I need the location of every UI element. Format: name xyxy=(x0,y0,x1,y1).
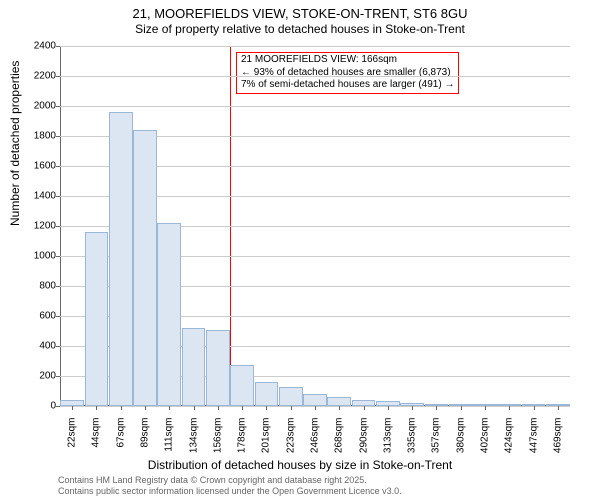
x-tick-mark xyxy=(169,406,170,410)
chart-subtitle: Size of property relative to detached ho… xyxy=(0,22,600,40)
gridline xyxy=(60,46,570,47)
y-tick-mark xyxy=(56,226,60,227)
y-tick-mark xyxy=(56,136,60,137)
x-tick-mark xyxy=(509,406,510,410)
y-tick-label: 2400 xyxy=(22,41,56,52)
x-tick-mark xyxy=(145,406,146,410)
x-tick-mark xyxy=(339,406,340,410)
y-tick-label: 1600 xyxy=(22,161,56,172)
y-tick-mark xyxy=(56,256,60,257)
x-tick-mark xyxy=(72,406,73,410)
y-tick-mark xyxy=(56,106,60,107)
y-tick-mark xyxy=(56,76,60,77)
x-tick-mark xyxy=(242,406,243,410)
x-tick-mark xyxy=(291,406,292,410)
x-tick-mark xyxy=(436,406,437,410)
y-tick-mark xyxy=(56,286,60,287)
y-tick-label: 2000 xyxy=(22,101,56,112)
y-tick-mark xyxy=(56,196,60,197)
histogram-bar xyxy=(206,330,230,407)
footer-line1: Contains HM Land Registry data © Crown c… xyxy=(58,475,402,486)
histogram-bar xyxy=(182,328,206,406)
annotation-callout: 21 MOOREFIELDS VIEW: 166sqm ← 93% of det… xyxy=(236,52,459,94)
chart-plot-area: 21 MOOREFIELDS VIEW: 166sqm ← 93% of det… xyxy=(60,46,570,406)
x-tick-mark xyxy=(218,406,219,410)
histogram-bar xyxy=(279,387,303,407)
y-tick-label: 1800 xyxy=(22,131,56,142)
histogram-bar xyxy=(109,112,133,406)
y-tick-mark xyxy=(56,376,60,377)
x-tick-mark xyxy=(461,406,462,410)
annotation-line2: ← 93% of detached houses are smaller (6,… xyxy=(241,67,454,80)
y-tick-mark xyxy=(56,346,60,347)
y-tick-label: 2200 xyxy=(22,71,56,82)
histogram-bar xyxy=(85,232,109,406)
x-tick-mark xyxy=(315,406,316,410)
annotation-line1: 21 MOOREFIELDS VIEW: 166sqm xyxy=(241,54,454,67)
y-tick-label: 0 xyxy=(22,401,56,412)
y-tick-label: 400 xyxy=(22,341,56,352)
annotation-line3: 7% of semi-detached houses are larger (4… xyxy=(241,79,454,92)
x-tick-mark xyxy=(266,406,267,410)
x-tick-mark xyxy=(121,406,122,410)
y-tick-label: 600 xyxy=(22,311,56,322)
y-tick-label: 1000 xyxy=(22,251,56,262)
y-tick-label: 1400 xyxy=(22,191,56,202)
histogram-bar xyxy=(327,397,351,406)
y-tick-label: 800 xyxy=(22,281,56,292)
y-tick-mark xyxy=(56,46,60,47)
y-tick-mark xyxy=(56,316,60,317)
y-tick-mark xyxy=(56,166,60,167)
x-tick-mark xyxy=(534,406,535,410)
x-tick-mark xyxy=(485,406,486,410)
x-tick-mark xyxy=(388,406,389,410)
y-axis-label: Number of detached properties xyxy=(8,61,22,226)
y-tick-label: 200 xyxy=(22,371,56,382)
histogram-bar xyxy=(303,394,327,406)
gridline xyxy=(60,76,570,77)
histogram-bar xyxy=(230,365,254,406)
footer-line2: Contains public sector information licen… xyxy=(58,486,402,497)
x-tick-mark xyxy=(194,406,195,410)
y-tick-label: 1200 xyxy=(22,221,56,232)
gridline xyxy=(60,106,570,107)
histogram-bar xyxy=(255,382,279,406)
y-tick-mark xyxy=(56,406,60,407)
chart-title: 21, MOOREFIELDS VIEW, STOKE-ON-TRENT, ST… xyxy=(0,0,600,22)
x-tick-mark xyxy=(364,406,365,410)
x-tick-mark xyxy=(558,406,559,410)
x-axis-label: Distribution of detached houses by size … xyxy=(0,458,600,472)
footer-text: Contains HM Land Registry data © Crown c… xyxy=(58,475,402,497)
x-tick-mark xyxy=(412,406,413,410)
histogram-bar xyxy=(157,223,181,406)
x-tick-mark xyxy=(96,406,97,410)
histogram-bar xyxy=(133,130,157,406)
